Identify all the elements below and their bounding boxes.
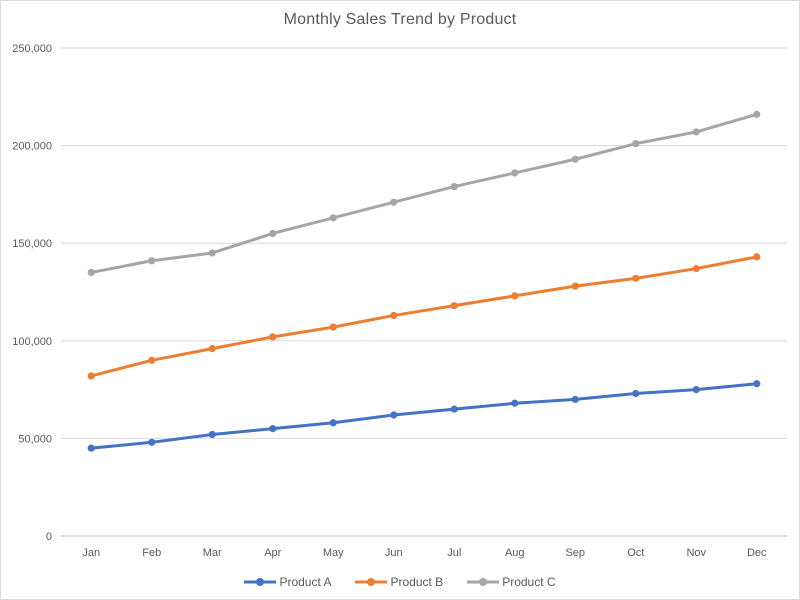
data-point-product-c xyxy=(571,155,579,163)
data-point-product-c xyxy=(148,257,156,265)
y-tick-label: 50,000 xyxy=(18,433,52,445)
data-point-product-a xyxy=(450,405,458,413)
x-tick-label: Nov xyxy=(686,547,706,559)
data-point-product-c xyxy=(329,214,337,222)
data-point-product-a xyxy=(269,425,277,433)
x-tick-label: Dec xyxy=(747,547,767,559)
data-point-product-b xyxy=(148,356,156,364)
series-line-product-b xyxy=(89,255,759,378)
x-tick-label: Feb xyxy=(142,547,161,559)
series-line-product-c xyxy=(89,112,759,274)
data-point-product-c xyxy=(390,198,398,206)
legend-item-product-b[interactable]: Product B xyxy=(355,575,443,589)
data-point-product-a xyxy=(390,411,398,419)
y-tick-label: 100,000 xyxy=(12,336,52,348)
x-tick-label: Jun xyxy=(385,547,403,559)
data-point-product-c xyxy=(269,229,277,238)
x-tick-label: Sep xyxy=(565,547,585,559)
data-point-product-a xyxy=(511,399,519,407)
chart-title: Monthly Sales Trend by Product xyxy=(283,11,517,28)
data-point-product-b xyxy=(692,264,700,273)
data-point-product-b xyxy=(329,323,337,331)
legend-label: Product B xyxy=(390,575,444,589)
data-point-product-b xyxy=(390,311,398,320)
legend-label: Product C xyxy=(502,575,556,589)
data-point-product-c xyxy=(208,249,216,257)
data-point-product-a xyxy=(329,419,337,427)
data-point-product-b xyxy=(753,253,761,261)
x-tick-label: Mar xyxy=(203,547,222,559)
data-point-product-c xyxy=(753,110,761,118)
y-tick-label: 150,000 xyxy=(12,238,52,250)
data-point-product-a xyxy=(632,389,640,398)
data-point-product-a xyxy=(692,386,700,394)
data-point-product-c xyxy=(632,140,640,148)
data-point-product-b xyxy=(208,345,216,353)
x-tick-label: Jul xyxy=(447,547,461,559)
legend-label: Product A xyxy=(279,575,332,589)
data-point-product-a xyxy=(148,438,156,446)
x-tick-label: Jan xyxy=(82,547,100,559)
x-tick-label: Aug xyxy=(505,547,525,559)
data-point-product-b xyxy=(87,372,95,380)
data-point-product-a xyxy=(571,395,579,403)
line-marker-icon xyxy=(244,578,277,586)
legend-item-product-a[interactable]: Product A xyxy=(244,575,331,589)
data-point-product-b xyxy=(450,302,458,310)
y-tick-label: 0 xyxy=(46,531,52,543)
data-point-product-c xyxy=(692,128,700,136)
data-point-product-a xyxy=(87,444,95,452)
data-point-product-b xyxy=(269,333,277,341)
line-marker-icon xyxy=(467,578,500,586)
line-marker-icon xyxy=(355,578,388,586)
x-tick-label: May xyxy=(323,547,344,559)
data-point-product-b xyxy=(511,292,519,300)
x-tick-label: Apr xyxy=(264,547,281,559)
data-point-product-c xyxy=(450,182,458,191)
legend-item-product-c[interactable]: Product C xyxy=(467,575,556,589)
data-point-product-b xyxy=(571,282,579,290)
data-point-product-a xyxy=(208,430,216,439)
series-line-product-a xyxy=(89,382,759,450)
x-tick-label: Oct xyxy=(627,547,644,559)
y-tick-label: 250,000 xyxy=(12,43,52,55)
y-tick-label: 200,000 xyxy=(12,141,52,153)
data-point-product-a xyxy=(753,380,761,388)
legend: Product A Product B Product C xyxy=(1,575,799,589)
data-point-product-c xyxy=(511,169,519,177)
data-point-product-b xyxy=(632,274,640,282)
data-point-product-c xyxy=(87,268,95,277)
